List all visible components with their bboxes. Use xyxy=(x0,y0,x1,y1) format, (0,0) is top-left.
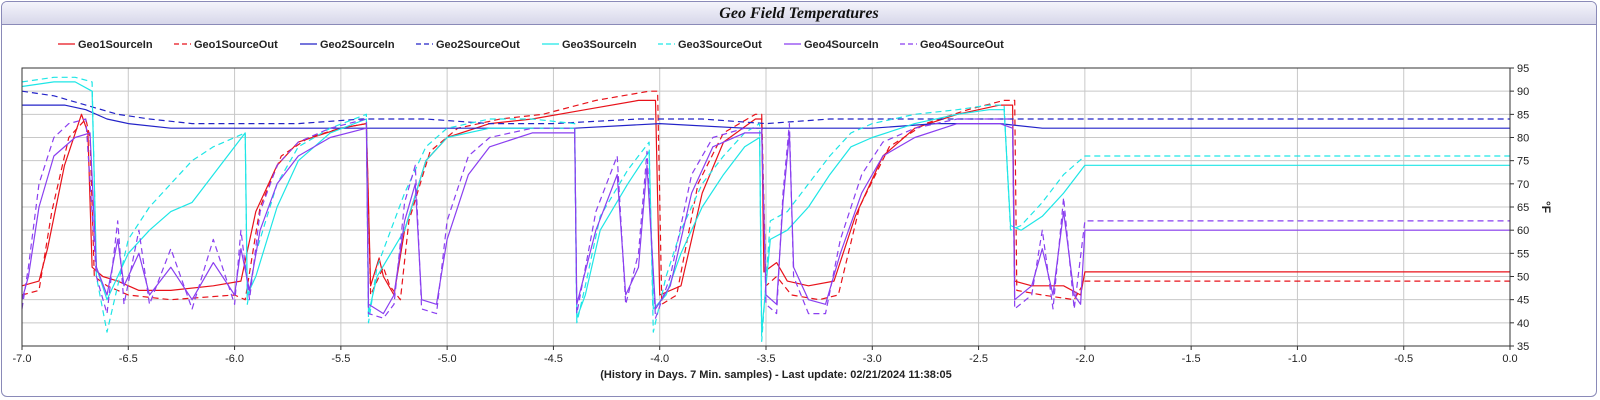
x-tick-label: -5.5 xyxy=(331,353,350,365)
legend-label: Geo3SourceIn xyxy=(562,39,637,51)
y-tick-label: 75 xyxy=(1517,156,1529,168)
x-tick-label: -2.0 xyxy=(1075,353,1094,365)
y-tick-label: 80 xyxy=(1517,133,1529,145)
x-tick-label: -0.5 xyxy=(1394,353,1413,365)
y-tick-label: 35 xyxy=(1517,341,1529,353)
y-tick-label: 45 xyxy=(1517,295,1529,307)
x-tick-label: -2.5 xyxy=(969,353,988,365)
x-axis: -7.0 -6.5 -6.0 -5.5 -5.0 -4.5 -4.0 -3.5 -3.0 -2.5… xyxy=(13,346,1518,365)
x-tick-label: -3.5 xyxy=(757,353,776,365)
y-tick-label: 60 xyxy=(1517,225,1529,237)
series-line-geo2sourceout xyxy=(21,90,1510,125)
y-tick-label: 65 xyxy=(1517,202,1529,214)
legend-label: Geo1SourceOut xyxy=(194,39,278,51)
legend-label: Geo4SourceIn xyxy=(804,39,879,51)
series-group xyxy=(21,76,1510,342)
x-tick-label: -5.0 xyxy=(438,353,457,365)
series-line-geo4sourceout xyxy=(21,118,1510,319)
chart-title-bar: Geo Field Temperatures xyxy=(2,2,1596,25)
y-tick-label: 90 xyxy=(1517,86,1529,98)
x-tick-label: -1.5 xyxy=(1182,353,1201,365)
y-tick-label: 50 xyxy=(1517,272,1529,284)
x-tick-label: -6.5 xyxy=(119,353,138,365)
x-tick-label: 0.0 xyxy=(1502,353,1517,365)
y-axis-label: °F xyxy=(1539,201,1553,213)
x-axis-label: (History in Days. 7 Min. samples) - Last… xyxy=(600,369,952,381)
series-line-geo3sourcein xyxy=(21,81,1510,333)
x-tick-label: -3.0 xyxy=(863,353,882,365)
legend: Geo1SourceIn Geo1SourceOut Geo2SourceIn Geo… xyxy=(58,39,1004,51)
legend-label: Geo3SourceOut xyxy=(678,39,762,51)
x-tick-label: -6.0 xyxy=(225,353,244,365)
x-tick-label: -4.5 xyxy=(544,353,563,365)
y-tick-label: 40 xyxy=(1517,318,1529,330)
y-tick-label: 70 xyxy=(1517,179,1529,191)
x-tick-label: -4.0 xyxy=(650,353,669,365)
x-tick-label: -1.0 xyxy=(1288,353,1307,365)
y-tick-label: 95 xyxy=(1517,63,1529,75)
chart-title: Geo Field Temperatures xyxy=(719,5,879,22)
series-line-geo1sourceout xyxy=(21,90,1510,305)
legend-label: Geo2SourceIn xyxy=(320,39,395,51)
y-tick-label: 85 xyxy=(1517,109,1529,121)
legend-label: Geo2SourceOut xyxy=(436,39,520,51)
legend-label: Geo1SourceIn xyxy=(78,39,153,51)
legend-label: Geo4SourceOut xyxy=(920,39,1004,51)
x-tick-label: -7.0 xyxy=(13,353,32,365)
y-axis: 35 40 45 50 55 60 65 70 75 80 85 90 95 xyxy=(1510,63,1529,353)
y-tick-label: 55 xyxy=(1517,248,1529,260)
series-line-geo3sourceout xyxy=(21,76,1510,342)
